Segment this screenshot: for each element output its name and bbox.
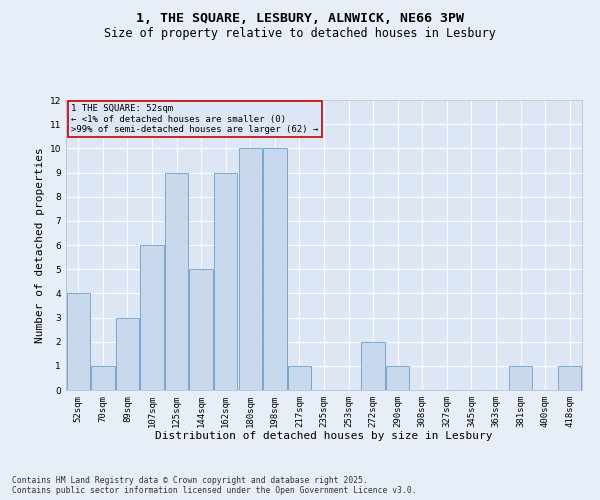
Bar bbox=[116, 318, 139, 390]
X-axis label: Distribution of detached houses by size in Lesbury: Distribution of detached houses by size … bbox=[155, 432, 493, 442]
Bar bbox=[386, 366, 409, 390]
Y-axis label: Number of detached properties: Number of detached properties bbox=[35, 147, 46, 343]
Bar bbox=[263, 148, 287, 390]
Bar bbox=[91, 366, 115, 390]
Text: 1 THE SQUARE: 52sqm
← <1% of detached houses are smaller (0)
>99% of semi-detach: 1 THE SQUARE: 52sqm ← <1% of detached ho… bbox=[71, 104, 319, 134]
Bar bbox=[361, 342, 385, 390]
Bar bbox=[509, 366, 532, 390]
Bar bbox=[214, 172, 238, 390]
Bar bbox=[140, 245, 164, 390]
Text: Size of property relative to detached houses in Lesbury: Size of property relative to detached ho… bbox=[104, 28, 496, 40]
Bar bbox=[190, 269, 213, 390]
Text: Contains HM Land Registry data © Crown copyright and database right 2025.
Contai: Contains HM Land Registry data © Crown c… bbox=[12, 476, 416, 495]
Bar bbox=[558, 366, 581, 390]
Bar bbox=[165, 172, 188, 390]
Bar bbox=[288, 366, 311, 390]
Bar bbox=[239, 148, 262, 390]
Text: 1, THE SQUARE, LESBURY, ALNWICK, NE66 3PW: 1, THE SQUARE, LESBURY, ALNWICK, NE66 3P… bbox=[136, 12, 464, 26]
Bar bbox=[67, 294, 90, 390]
